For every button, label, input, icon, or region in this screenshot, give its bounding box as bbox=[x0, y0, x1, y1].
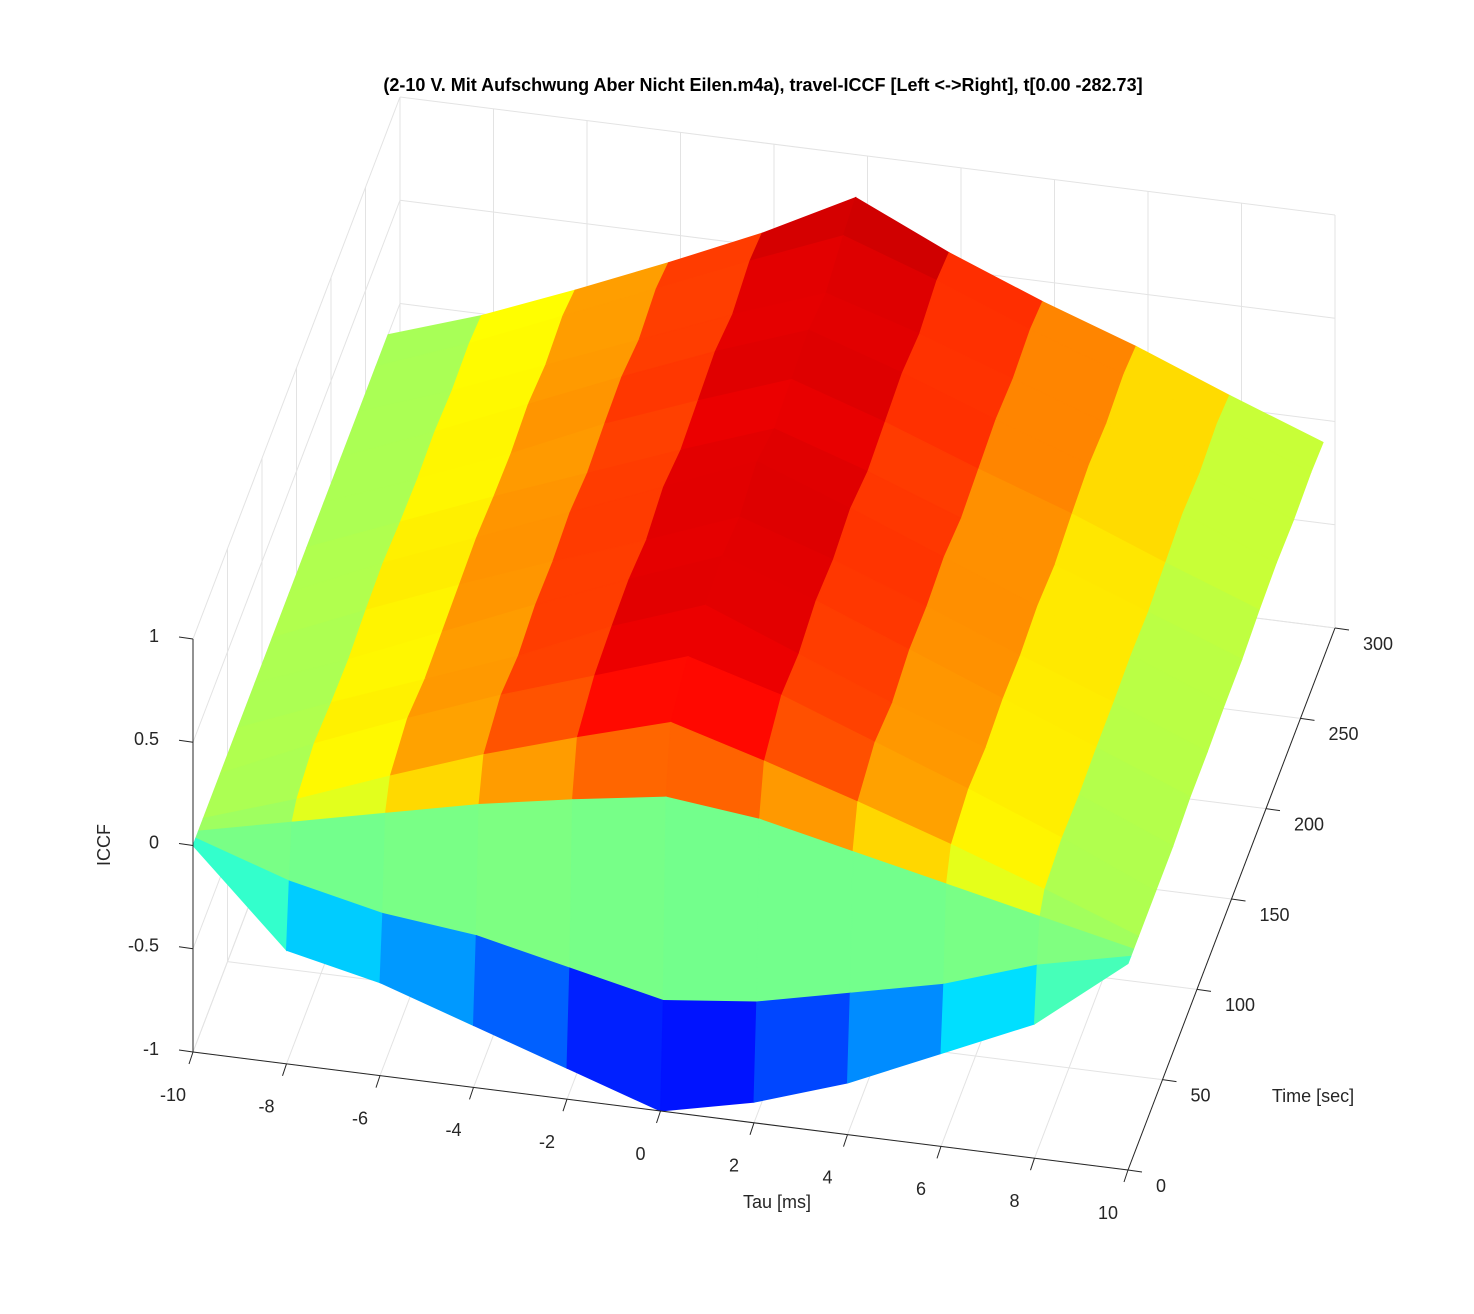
surface-facet bbox=[662, 796, 761, 1003]
y-tick-label: 250 bbox=[1329, 724, 1359, 744]
y-tick-label: 50 bbox=[1191, 1085, 1211, 1105]
z-tick-label: 0 bbox=[149, 832, 159, 852]
x-tick bbox=[749, 1122, 755, 1135]
chart-title: (2-10 V. Mit Aufschwung Aber Nicht Eilen… bbox=[383, 75, 1142, 95]
surface-facet bbox=[659, 1000, 758, 1112]
surface-facet bbox=[1033, 955, 1132, 1025]
x-tick bbox=[1030, 1158, 1035, 1171]
grid-line bbox=[192, 96, 401, 640]
y-tick-label: 0 bbox=[1156, 1176, 1166, 1196]
x-tick-label: -2 bbox=[539, 1132, 555, 1152]
x-tick-label: -10 bbox=[160, 1085, 186, 1105]
x-tick bbox=[375, 1075, 381, 1088]
y-tick bbox=[1231, 898, 1246, 902]
y-tick-label: 150 bbox=[1260, 905, 1290, 925]
z-tick bbox=[178, 636, 194, 640]
x-tick-label: 4 bbox=[822, 1167, 832, 1187]
x-tick bbox=[469, 1087, 474, 1100]
z-tick-label: 0.5 bbox=[134, 729, 159, 749]
z-tick bbox=[178, 739, 194, 743]
x-tick-label: -8 bbox=[258, 1097, 274, 1117]
y-tick bbox=[1334, 627, 1350, 631]
y-tick bbox=[1127, 1169, 1143, 1173]
y-tick bbox=[1300, 717, 1315, 721]
surface-facet bbox=[382, 803, 480, 937]
y-tick-label: 300 bbox=[1363, 634, 1393, 654]
z-tick bbox=[178, 946, 194, 950]
y-tick-label: 100 bbox=[1225, 995, 1255, 1015]
y-tick bbox=[1162, 1079, 1177, 1083]
x-tick bbox=[188, 1051, 194, 1065]
y-tick-label: 200 bbox=[1294, 814, 1324, 834]
z-axis-label: ICCF bbox=[94, 824, 114, 866]
y-tick bbox=[1196, 988, 1212, 992]
z-tick bbox=[178, 843, 194, 846]
x-tick-label: 10 bbox=[1098, 1203, 1118, 1223]
x-tick bbox=[1123, 1169, 1129, 1183]
x-tick bbox=[656, 1110, 661, 1124]
y-tick bbox=[1265, 808, 1281, 812]
x-tick-label: -4 bbox=[445, 1120, 461, 1140]
x-tick bbox=[282, 1063, 287, 1076]
x-tick-label: -6 bbox=[352, 1108, 368, 1128]
z-tick-label: -1 bbox=[143, 1039, 159, 1059]
x-tick-label: 2 bbox=[729, 1156, 739, 1176]
x-tick-label: 0 bbox=[635, 1144, 645, 1164]
z-tick-label: -0.5 bbox=[128, 936, 159, 956]
surface-facet bbox=[756, 818, 854, 1003]
x-tick bbox=[843, 1134, 848, 1147]
x-axis-label: Tau [ms] bbox=[743, 1192, 811, 1212]
surface-facet bbox=[569, 796, 667, 1002]
x-tick-label: 6 bbox=[916, 1179, 926, 1199]
surface-facet bbox=[753, 992, 851, 1103]
x-tick-label: 8 bbox=[1009, 1191, 1019, 1211]
x-tick bbox=[562, 1099, 568, 1112]
z-tick bbox=[178, 1049, 194, 1053]
grid-line bbox=[399, 96, 1336, 216]
z-tick-label: 1 bbox=[149, 626, 159, 646]
x-tick bbox=[936, 1146, 942, 1159]
grid-line bbox=[192, 200, 401, 743]
y-axis-label: Time [sec] bbox=[1272, 1086, 1354, 1106]
